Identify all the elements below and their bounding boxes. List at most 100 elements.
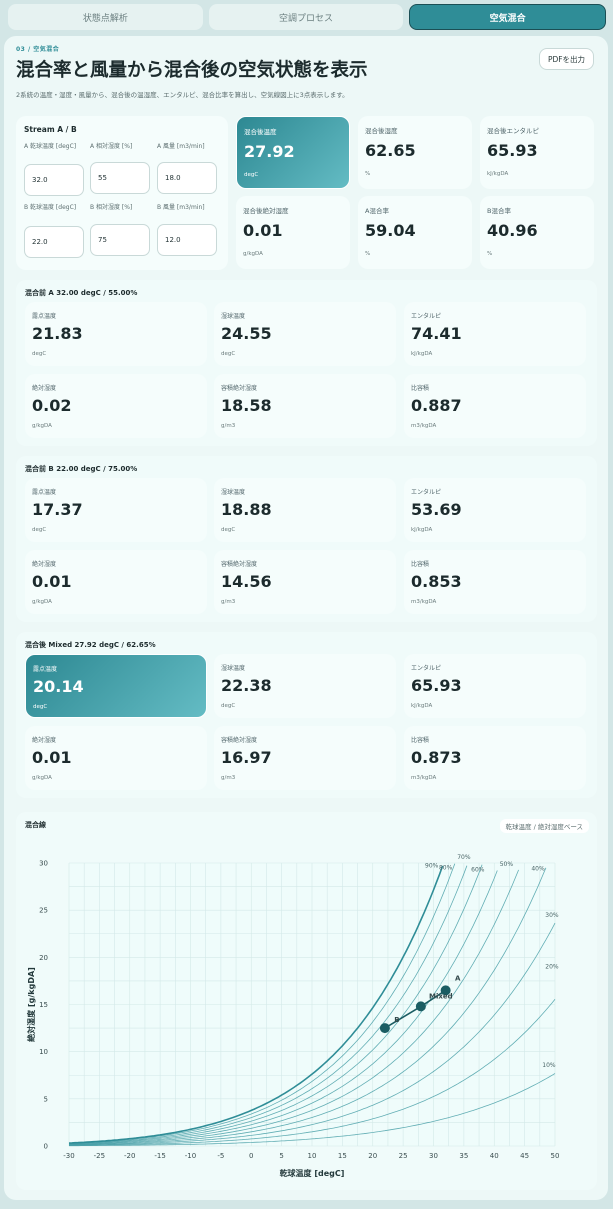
y-tick-label: 10 — [39, 1048, 48, 1056]
metric-abs-humidity: 絶対湿度 0.01 g/kgDA — [25, 550, 207, 614]
metric-enthalpy: エンタルピ 74.41 kJ/kgDA — [404, 302, 586, 366]
metric-unit: m3/kgDA — [411, 775, 437, 781]
tab-bar: 状態点解析 空調プロセス 空気混合 — [8, 4, 607, 30]
a-rh-label: A 相対湿度 [%] — [90, 143, 133, 150]
metric-label: 露点温度 — [33, 666, 58, 673]
x-tick-label: 35 — [459, 1152, 468, 1160]
pdf-export-button[interactable]: PDFを出力 — [539, 48, 594, 70]
rh-curve-10 — [69, 1073, 556, 1147]
metric-label: 比容積 — [411, 737, 430, 744]
metric-label: 露点温度 — [32, 313, 57, 320]
rh-label: 20% — [545, 964, 559, 971]
metric-unit: g/m3 — [221, 423, 236, 429]
metric-value: 16.97 — [221, 748, 272, 767]
kpi-label: 混合後エンタルピ — [487, 127, 539, 135]
kpi-unit: g/kgDA — [243, 251, 263, 257]
metric-value: 14.56 — [221, 572, 272, 591]
metric-value: 0.01 — [32, 572, 72, 591]
a-dry-bulb-label: A 乾球温度 [degC] — [24, 143, 77, 150]
metric-label: 湿球温度 — [221, 313, 246, 320]
mixing-chart-section: 混合線 乾球温度 / 絶対湿度ベース -30 -25 -20 -15 -10 -5 0 5 10… — [16, 812, 597, 1190]
metric-value: 0.02 — [32, 396, 72, 415]
kpi-a-ratio: A混合率 59.04 % — [358, 196, 472, 269]
a-rh-input[interactable]: 55 — [90, 162, 150, 194]
metric-unit: g/m3 — [221, 599, 236, 605]
metric-specific-volume: 比容積 0.873 m3/kgDA — [404, 726, 586, 790]
metric-label: エンタルピ — [411, 665, 442, 672]
tab-hvac-process[interactable]: 空調プロセス — [208, 4, 404, 30]
metric-label: 絶対湿度 — [32, 385, 57, 392]
kpi-label: B混合率 — [487, 207, 511, 215]
metric-label: 絶対湿度 — [32, 737, 57, 744]
kpi-label: A混合率 — [365, 207, 389, 215]
kpi-value: 40.96 — [487, 221, 538, 240]
kpi-unit: degC — [244, 172, 259, 178]
rh-curve-70 — [68, 864, 483, 1145]
kpi-mixed-humidity: 混合後湿度 62.65 % — [358, 116, 472, 189]
kpi-value: 27.92 — [244, 142, 295, 161]
mixing-line: A Mixed B — [379, 974, 461, 1034]
y-tick-label: 25 — [39, 907, 48, 915]
kpi-mixed-temperature: 混合後温度 27.92 degC — [236, 116, 350, 189]
rh-labels: 90% 80% 70%60% 50% 40% 30% 20% 10% — [425, 854, 559, 1069]
x-tick-label: 30 — [429, 1152, 438, 1160]
metric-label: エンタルピ — [411, 489, 442, 496]
kpi-label: 混合後温度 — [244, 128, 277, 136]
y-tick-labels: 0 5 10 15 20 25 30 — [39, 860, 48, 1151]
rh-label: 80% — [439, 865, 453, 872]
a-dry-bulb-input[interactable]: 32.0 — [24, 164, 84, 196]
metric-volumetric-humidity: 容積絶対湿度 16.97 g/m3 — [214, 726, 396, 790]
a-flow-label: A 風量 [m3/min] — [157, 143, 205, 150]
rh-label: 70% — [457, 854, 471, 861]
metric-label: 容積絶対湿度 — [221, 737, 258, 744]
stream-input-card: Stream A / B A 乾球温度 [degC] A 相対湿度 [%] A … — [16, 116, 228, 270]
x-tick-label: -5 — [217, 1152, 224, 1160]
metric-value: 18.58 — [221, 396, 272, 415]
x-tick-label: 0 — [249, 1152, 253, 1160]
mix-point-a — [440, 985, 451, 996]
metric-unit: kJ/kgDA — [411, 351, 433, 357]
rh-curve-30 — [69, 922, 556, 1146]
x-tick-label: 50 — [551, 1152, 560, 1160]
metric-dew-point: 露点温度 17.37 degC — [25, 478, 207, 542]
y-tick-label: 5 — [44, 1095, 48, 1103]
a-flow-input[interactable]: 18.0 — [157, 162, 217, 194]
y-tick-label: 15 — [39, 1001, 48, 1009]
page-description: 2系統の温度・湿度・風量から、混合後の温湿度、エンタルピ、混合比率を算出し、空気… — [16, 91, 349, 99]
metric-label: 湿球温度 — [221, 665, 246, 672]
kpi-value: 0.01 — [243, 221, 283, 240]
metric-abs-humidity: 絶対湿度 0.02 g/kgDA — [25, 374, 207, 438]
metric-volumetric-humidity: 容積絶対湿度 14.56 g/m3 — [214, 550, 396, 614]
rh-curves — [68, 863, 556, 1147]
metric-enthalpy: エンタルピ 65.93 kJ/kgDA — [404, 654, 586, 718]
metric-label: 湿球温度 — [221, 489, 246, 496]
metric-value: 74.41 — [411, 324, 462, 343]
tab-air-mixing[interactable]: 空気混合 — [409, 4, 607, 30]
rh-label: 60% — [471, 866, 485, 873]
metric-unit: degC — [221, 351, 236, 357]
x-tick-label: -15 — [154, 1152, 165, 1160]
rh-curve-100 — [68, 865, 444, 1144]
metric-label: 比容積 — [411, 561, 430, 568]
metric-value: 0.873 — [411, 748, 462, 767]
x-tick-label: 15 — [338, 1152, 347, 1160]
metric-abs-humidity: 絶対湿度 0.01 g/kgDA — [25, 726, 207, 790]
x-tick-label: 25 — [399, 1152, 408, 1160]
x-axis-label: 乾球温度 [degC] — [280, 1168, 345, 1178]
x-tick-label: 20 — [368, 1152, 377, 1160]
b-rh-input[interactable]: 75 — [90, 224, 150, 256]
metric-wet-bulb: 湿球温度 24.55 degC — [214, 302, 396, 366]
b-flow-input[interactable]: 12.0 — [157, 224, 217, 256]
b-dry-bulb-input[interactable]: 22.0 — [24, 226, 84, 258]
tab-state-analysis[interactable]: 状態点解析 — [8, 4, 203, 30]
state-section-mixed: 混合後 Mixed 27.92 degC / 62.65% 露点温度 20.14… — [16, 632, 597, 798]
section-title: 混合前 B 22.00 degC / 75.00% — [25, 465, 138, 473]
state-section-b: 混合前 B 22.00 degC / 75.00% 露点温度 17.37 deg… — [16, 456, 597, 622]
metric-unit: g/kgDA — [32, 775, 52, 781]
metric-unit: m3/kgDA — [411, 599, 437, 605]
chart-grid — [68, 862, 556, 1147]
metric-unit: g/m3 — [221, 775, 236, 781]
metric-unit: kJ/kgDA — [411, 527, 433, 533]
kpi-value: 65.93 — [487, 141, 538, 160]
b-dry-bulb-label: B 乾球温度 [degC] — [24, 204, 77, 211]
